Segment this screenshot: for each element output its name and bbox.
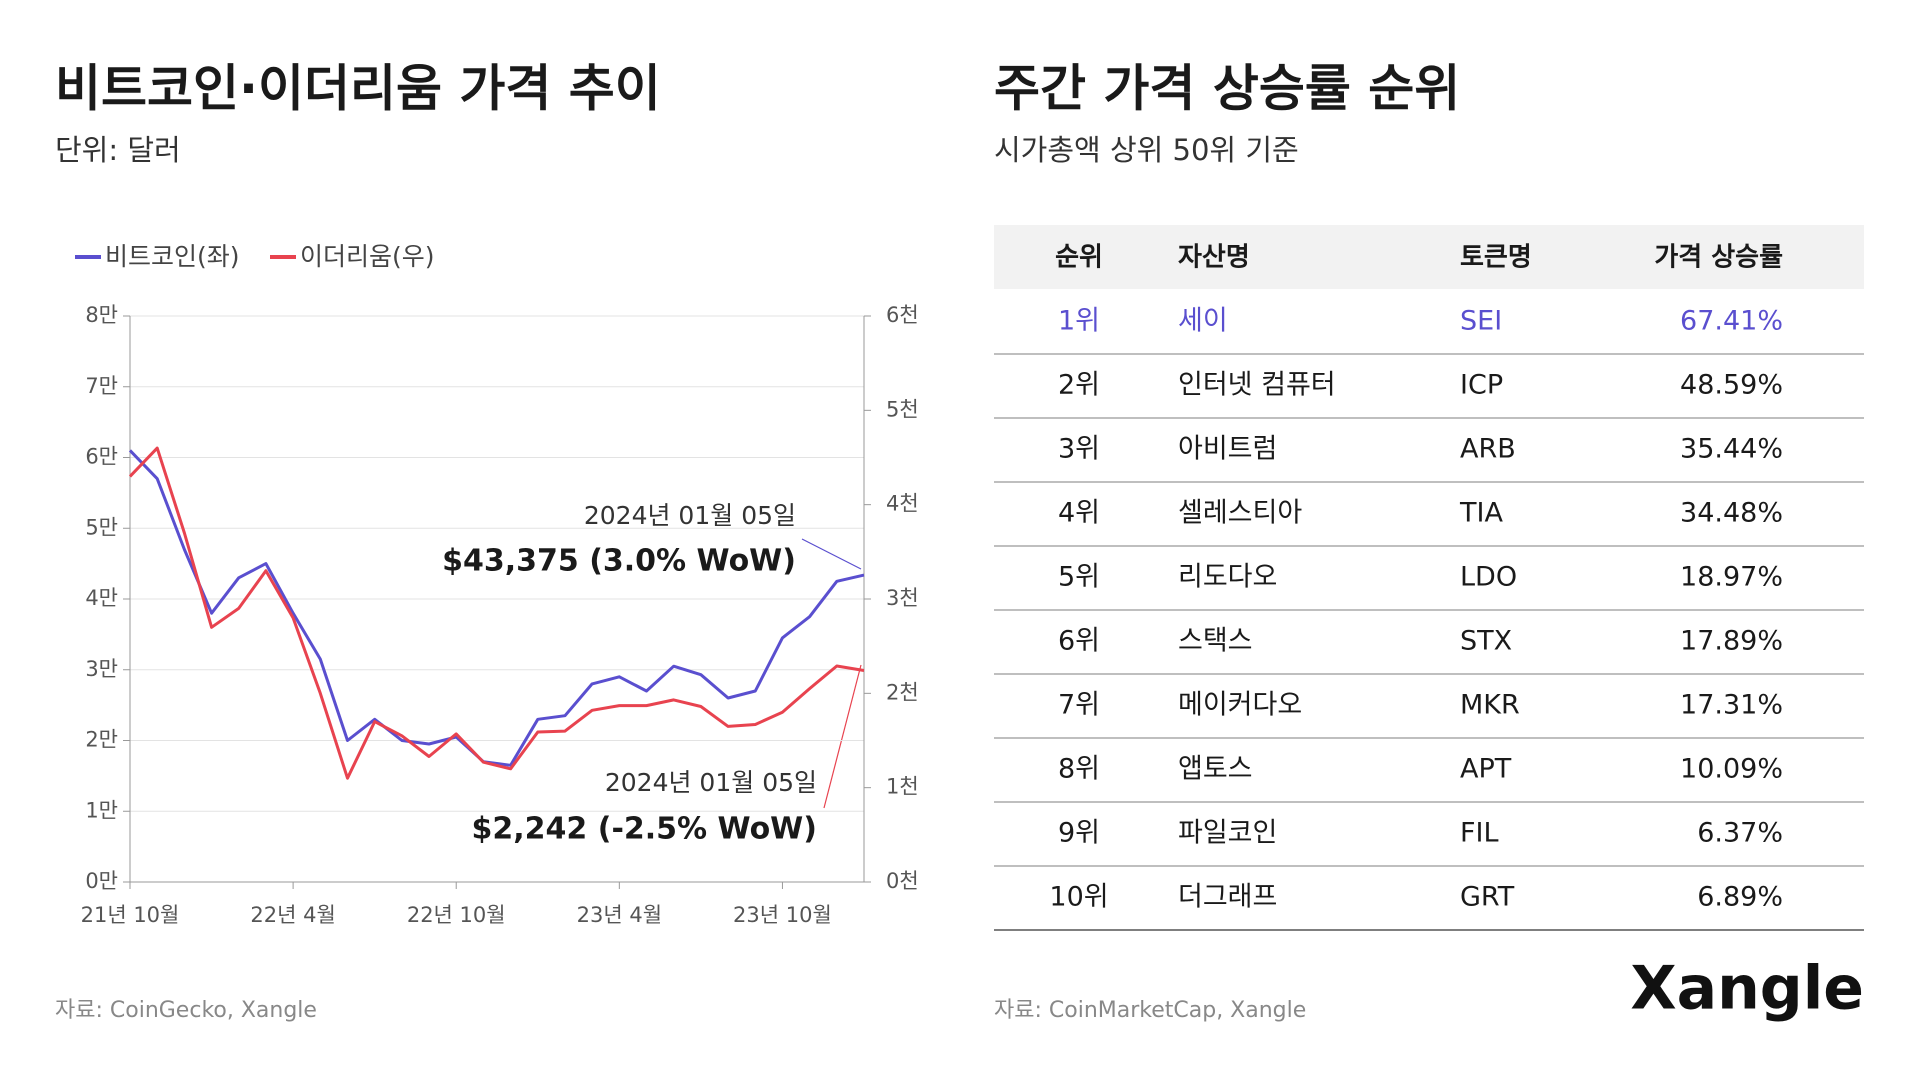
y2-tick-label: 0천 bbox=[886, 869, 919, 893]
table-cell: 메이커다오 bbox=[1178, 690, 1302, 721]
table-cell: 앱토스 bbox=[1178, 754, 1253, 785]
legend-label: 비트코인(좌) bbox=[105, 242, 240, 271]
y2-tick-label: 5천 bbox=[886, 397, 919, 421]
annotation-value: $2,242 (-2.5% WoW) bbox=[472, 812, 817, 847]
table-cell: 8위 bbox=[1058, 754, 1100, 785]
chart-source: 자료: CoinGecko, Xangle bbox=[55, 998, 317, 1023]
table-subtitle: 시가총액 상위 50위 기준 bbox=[994, 133, 1299, 167]
table-cell: 18.97% bbox=[1680, 562, 1783, 593]
table-cell: 6위 bbox=[1058, 626, 1100, 657]
y2-tick-label: 1천 bbox=[886, 775, 919, 799]
y2-tick-label: 6천 bbox=[886, 303, 919, 327]
table-cell: 더그래프 bbox=[1178, 882, 1277, 913]
table-cell: 17.89% bbox=[1680, 626, 1783, 657]
y-tick-label: 5만 bbox=[85, 515, 118, 539]
y-tick-label: 2만 bbox=[85, 728, 118, 752]
series-line bbox=[128, 449, 865, 767]
table-cell: 7위 bbox=[1058, 690, 1100, 721]
x-tick-label: 22년 4월 bbox=[250, 903, 335, 927]
table-cell: ARB bbox=[1460, 434, 1516, 465]
table-cell: 3위 bbox=[1058, 434, 1100, 465]
table-cell: 35.44% bbox=[1680, 434, 1783, 465]
table-cell: TIA bbox=[1459, 498, 1503, 529]
table-header-cell: 순위 bbox=[1055, 243, 1103, 273]
chart-subtitle: 단위: 달러 bbox=[55, 133, 181, 167]
chart-title: 비트코인·이더리움 가격 추이 bbox=[55, 60, 661, 118]
y-tick-label: 1만 bbox=[85, 798, 118, 822]
table-cell: STX bbox=[1460, 626, 1512, 657]
annotation-value: $43,375 (3.0% WoW) bbox=[442, 544, 796, 579]
annotation-date: 2024년 01월 05일 bbox=[584, 501, 796, 530]
table-cell: 10.09% bbox=[1680, 754, 1783, 785]
y-tick-label: 6만 bbox=[85, 445, 118, 469]
table-cell: 48.59% bbox=[1680, 370, 1783, 401]
table-cell: 6.37% bbox=[1697, 818, 1783, 849]
x-tick-label: 23년 4월 bbox=[577, 903, 662, 927]
x-tick-label: 21년 10월 bbox=[81, 903, 180, 927]
series-line bbox=[128, 446, 865, 780]
table-cell: 34.48% bbox=[1680, 498, 1783, 529]
table-cell: 인터넷 컴퓨터 bbox=[1178, 370, 1336, 401]
table-cell: 17.31% bbox=[1680, 690, 1783, 721]
table-cell: 6.89% bbox=[1697, 882, 1783, 913]
table-source: 자료: CoinMarketCap, Xangle bbox=[994, 998, 1306, 1023]
annotation-connector bbox=[801, 538, 862, 570]
y-tick-label: 0만 bbox=[85, 869, 118, 893]
y-tick-label: 4만 bbox=[85, 586, 118, 610]
table-cell: 스택스 bbox=[1178, 626, 1253, 657]
table-title: 주간 가격 상승률 순위 bbox=[994, 60, 1460, 118]
annotation-connector bbox=[823, 664, 862, 809]
x-tick-label: 22년 10월 bbox=[407, 903, 506, 927]
y-tick-label: 7만 bbox=[85, 374, 118, 398]
table-cell: 2위 bbox=[1058, 370, 1100, 401]
y2-tick-label: 3천 bbox=[886, 586, 919, 610]
table-cell: FIL bbox=[1460, 818, 1499, 849]
table-cell: 10위 bbox=[1049, 882, 1108, 913]
table-cell: APT bbox=[1460, 754, 1512, 785]
y-tick-label: 8만 bbox=[85, 303, 118, 327]
table-cell: 셀레스티아 bbox=[1178, 498, 1302, 529]
table-cell: 1위 bbox=[1058, 306, 1100, 337]
annotation-date: 2024년 01월 05일 bbox=[605, 768, 817, 797]
y-tick-label: 3만 bbox=[85, 657, 118, 681]
brand-logo: Xangle bbox=[1630, 954, 1864, 1024]
y2-tick-label: 2천 bbox=[886, 680, 919, 704]
y2-tick-label: 4천 bbox=[886, 492, 919, 516]
table-cell: GRT bbox=[1460, 882, 1515, 913]
table-header-cell: 토큰명 bbox=[1460, 243, 1532, 273]
legend-label: 이더리움(우) bbox=[300, 242, 435, 271]
table-header-bg bbox=[994, 225, 1864, 289]
x-tick-label: 23년 10월 bbox=[733, 903, 832, 927]
table-cell: LDO bbox=[1460, 562, 1517, 593]
table-cell: 67.41% bbox=[1680, 306, 1783, 337]
table-cell: 아비트럼 bbox=[1178, 434, 1277, 465]
table-cell: ICP bbox=[1460, 370, 1503, 401]
table-header-cell: 자산명 bbox=[1178, 243, 1250, 273]
table-header-cell: 가격 상승률 bbox=[1654, 243, 1783, 273]
table-cell: 4위 bbox=[1058, 498, 1100, 529]
table-cell: 리도다오 bbox=[1178, 562, 1277, 593]
table-cell: 세이 bbox=[1178, 306, 1228, 337]
table-cell: 파일코인 bbox=[1178, 818, 1277, 849]
table-cell: 5위 bbox=[1058, 562, 1100, 593]
table-cell: 9위 bbox=[1058, 818, 1100, 849]
table-cell: SEI bbox=[1460, 306, 1502, 337]
table-cell: MKR bbox=[1460, 690, 1520, 721]
